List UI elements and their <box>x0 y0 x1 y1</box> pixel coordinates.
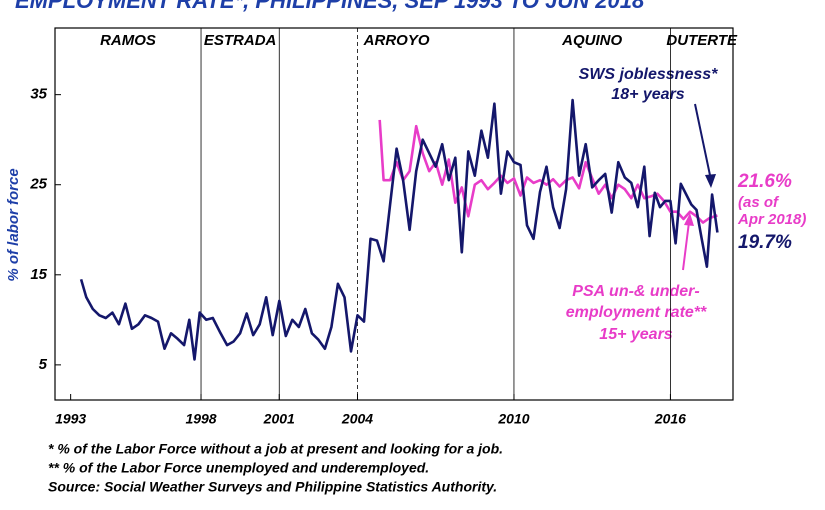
annotation: (as of <box>738 194 780 211</box>
x-tick-label: 2004 <box>341 411 373 427</box>
term-label: ARROYO <box>363 32 430 49</box>
annotation: employment rate** <box>566 304 707 321</box>
footnote: Source: Social Weather Surveys and Phili… <box>48 479 497 495</box>
y-tick-label: 25 <box>29 176 47 193</box>
footnote: * % of the Labor Force without a job at … <box>48 441 503 457</box>
annotation: 15+ years <box>599 326 673 343</box>
annotation: 18+ years <box>611 86 685 103</box>
plot-frame <box>54 27 734 401</box>
arrow-head <box>705 174 716 188</box>
term-label: RAMOS <box>100 32 156 49</box>
term-label: DUTERTE <box>666 32 738 49</box>
chart-title: EMPLOYMENT RATE*, PHILIPPINES, SEP 1993 … <box>15 0 645 13</box>
y-tick-label: 15 <box>30 266 47 283</box>
annotation: 21.6% <box>737 171 792 192</box>
x-tick-label: 1998 <box>185 411 216 427</box>
y-tick-label: 35 <box>30 86 47 103</box>
y-tick-label: 5 <box>39 356 48 373</box>
annotation: PSA un-& under- <box>572 283 699 300</box>
arrow <box>694 103 712 181</box>
term-label: AQUINO <box>561 32 622 49</box>
series-line <box>79 98 719 361</box>
x-tick-label: 2010 <box>497 411 529 427</box>
x-tick-label: 2016 <box>654 411 686 427</box>
annotation: Apr 2018) <box>737 211 806 228</box>
x-tick-label: 2001 <box>263 411 295 427</box>
annotation: 19.7% <box>738 232 792 253</box>
x-tick-label: 1993 <box>55 411 86 427</box>
arrow <box>682 221 690 271</box>
term-label: ESTRADA <box>204 32 277 49</box>
y-axis-label: % of labor force <box>5 168 22 281</box>
annotation: SWS joblessness* <box>579 66 718 83</box>
footnote: ** % of the Labor Force unemployed and u… <box>48 460 429 476</box>
series-line <box>378 119 718 224</box>
arrow-head <box>684 213 694 226</box>
